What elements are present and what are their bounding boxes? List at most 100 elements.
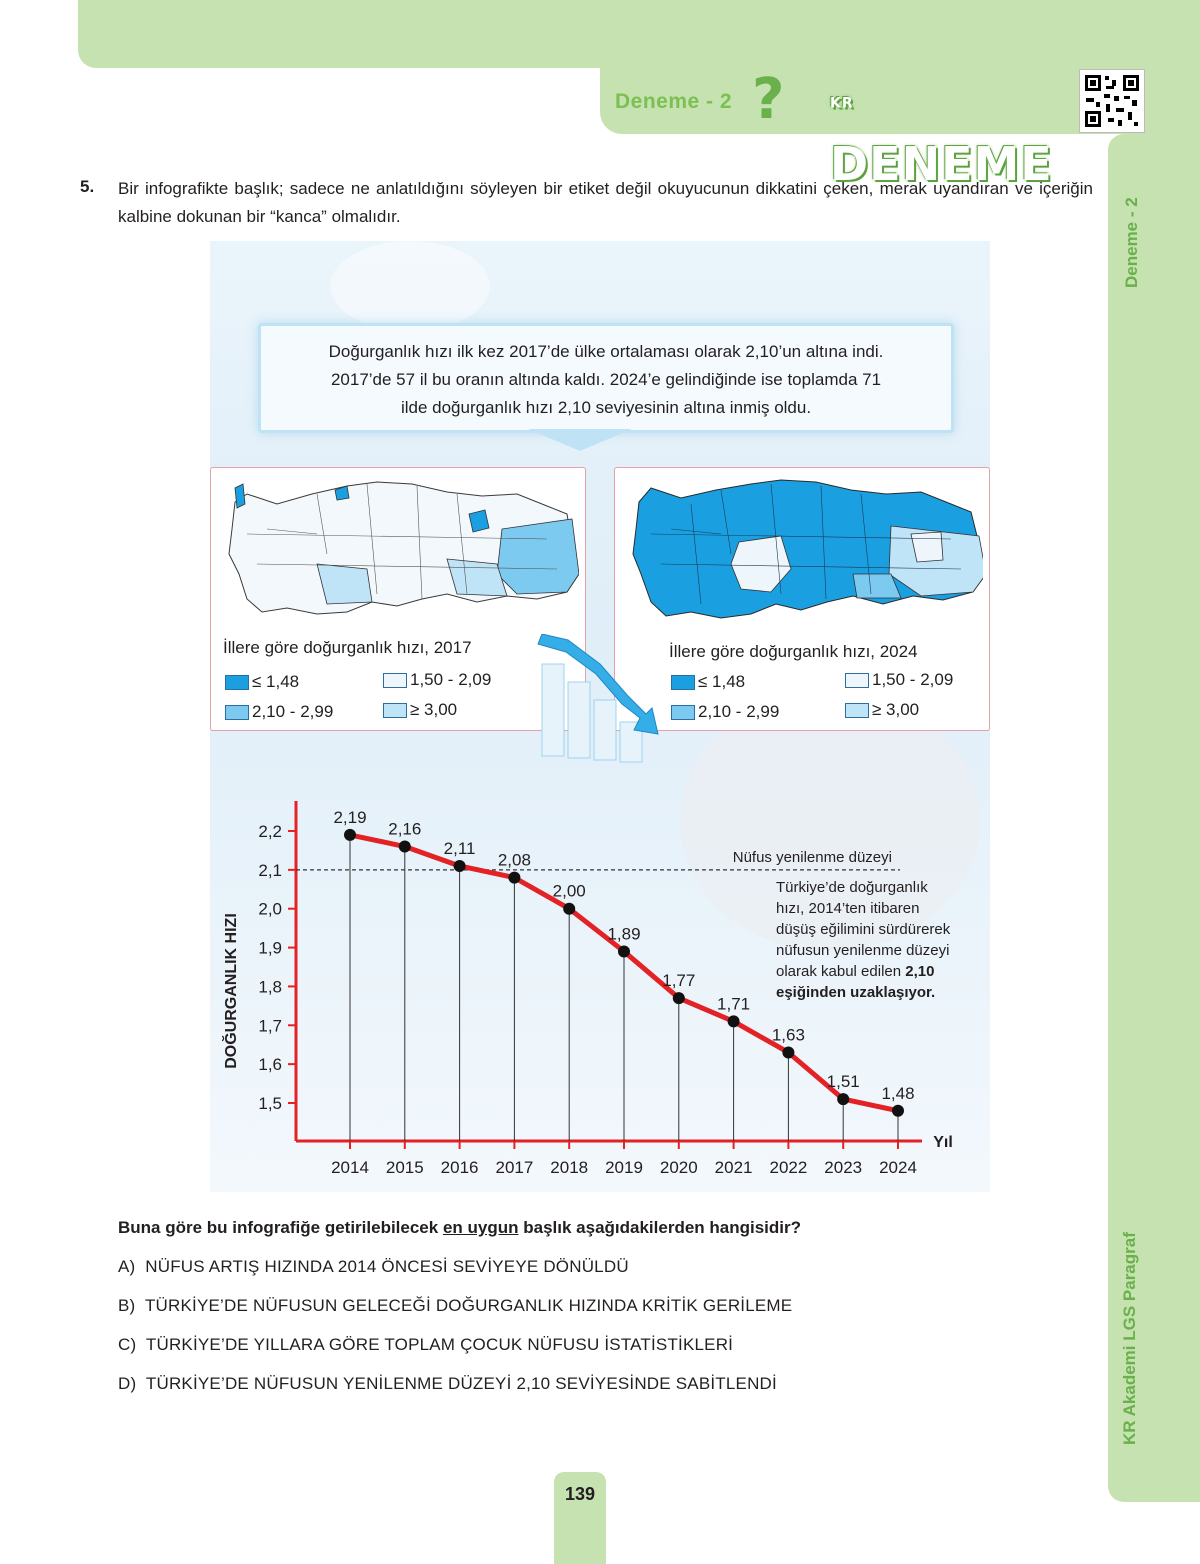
map-title: İllere göre doğurganlık hızı, 2017 [223, 638, 472, 657]
y-tick-label: 1,6 [258, 1055, 282, 1074]
annotation-line: hızı, 2014’ten itibaren [776, 900, 919, 917]
callout-line: Doğurganlık hızı ilk kez 2017’de ülke or… [328, 342, 884, 361]
legend-swatch [671, 704, 695, 720]
x-tick-label: 2018 [550, 1158, 588, 1177]
annotation-line: nüfusun yenilenme düzeyi [776, 942, 949, 959]
qr-code-icon[interactable] [1080, 70, 1144, 132]
brand-small: KR [830, 95, 854, 112]
turkey-map-2024 [632, 479, 983, 619]
callout-line: 2017’de 57 il bu oranın altında kaldı. 2… [330, 370, 882, 389]
question-prompt: Buna göre bu infografiğe getirilebilecek… [118, 1218, 801, 1237]
annotation-line: Türkiye’de doğurganlık [776, 879, 928, 896]
data-point [618, 945, 630, 958]
data-label: 1,77 [662, 971, 695, 990]
legend-item: 2,10 - 2,99 [671, 702, 779, 722]
x-tick-label: 2021 [715, 1158, 753, 1177]
legend-swatch [383, 672, 407, 688]
data-point [398, 840, 411, 853]
x-tick-label: 2024 [879, 1158, 917, 1177]
x-axis-label: Yıl [933, 1134, 953, 1151]
data-point [727, 1015, 740, 1028]
data-point [508, 871, 521, 884]
y-tick-label: 2,2 [258, 822, 282, 841]
y-tick-label: 1,5 [258, 1094, 282, 1113]
legend-item: ≤ 1,48 [225, 672, 299, 692]
brand-logo: KR DENEME [830, 70, 1070, 191]
y-tick-label: 2,0 [258, 900, 282, 919]
legend-item: 1,50 - 2,09 [383, 670, 491, 690]
x-tick-label: 2014 [331, 1158, 369, 1177]
legend-item: 2,10 - 2,99 [225, 702, 333, 722]
annotation-line: düşüş eğilimini sürdürerek [776, 921, 951, 938]
option-d[interactable]: D) TÜRKİYE’DE NÜFUSUN YENİLENME DÜZEYİ 2… [118, 1374, 777, 1393]
header-label: Deneme - 2 [615, 90, 733, 113]
y-axis-label: DOĞURGANLIK HIZI [221, 913, 240, 1069]
x-tick-label: 2020 [660, 1158, 698, 1177]
x-tick-label: 2016 [441, 1158, 479, 1177]
fertility-line-chart: 1,5 1,6 1,7 1,8 1,9 2,0 2,1 2,2 DOĞURGANLIK HIZI… [221, 801, 953, 1177]
callout-tail [528, 429, 632, 451]
page-number: 139 [564, 1484, 596, 1504]
legend-item: ≤ 1,48 [671, 672, 745, 692]
annotation-bold-line: eşiğinden uzaklaşıyor. [776, 984, 935, 1001]
infographic: Doğurganlık hızı ilk kez 2017’de ülke or… [210, 241, 990, 1192]
turkey-map-2017 [228, 481, 579, 615]
data-point [344, 828, 356, 841]
callout-text: Doğurganlık hızı ilk kez 2017’de ülke or… [271, 338, 941, 422]
x-tick-label: 2015 [386, 1158, 424, 1177]
question-number: 5. [80, 177, 95, 196]
data-label: 2,00 [553, 882, 586, 901]
legend-swatch [845, 672, 869, 688]
data-label: 2,16 [388, 820, 421, 839]
legend-item: ≥ 3,00 [383, 700, 457, 720]
top-band [78, 0, 1200, 68]
page-number-tab [554, 1472, 606, 1564]
map-panel-2017: İllere göre doğurganlık hızı, 2017 ≤ 1,4… [210, 467, 586, 731]
legend-swatch [383, 702, 407, 718]
legend-swatch [845, 702, 869, 718]
data-point [782, 1046, 795, 1059]
emphasis-underline: en uygun [442, 1218, 519, 1237]
x-tick-label: 2023 [824, 1158, 862, 1177]
side-band [1108, 134, 1200, 1502]
y-tick-label: 1,9 [258, 939, 282, 958]
brand-text: DENEME [830, 136, 1053, 191]
legend-item: ≥ 3,00 [845, 700, 919, 720]
map-panel-2024: İllere göre doğurganlık hızı, 2024 ≤ 1,4… [614, 467, 990, 731]
data-label: 1,89 [607, 924, 640, 943]
x-tick-label: 2017 [495, 1158, 533, 1177]
declining-bars-icon [537, 634, 659, 763]
data-label: 1,71 [717, 994, 750, 1013]
data-label: 2,19 [333, 808, 366, 827]
option-b[interactable]: B) TÜRKİYE’DE NÜFUSUN GELECEĞİ DOĞURGANL… [118, 1296, 793, 1315]
data-point [837, 1093, 850, 1106]
annotation-line: olarak kabul edilen 2,10 [776, 963, 934, 980]
x-tick-label: 2019 [605, 1158, 643, 1177]
side-top-label: Deneme - 2 [1122, 197, 1141, 288]
data-label: 1,48 [881, 1084, 914, 1103]
legend-swatch [225, 704, 249, 720]
legend-item: 1,50 - 2,09 [845, 670, 953, 690]
data-label: 1,51 [827, 1072, 860, 1091]
callout-box: Doğurganlık hızı ilk kez 2017’de ülke or… [258, 323, 954, 433]
data-label: 1,63 [772, 1025, 805, 1044]
data-point [453, 859, 466, 872]
data-point [563, 902, 576, 915]
legend-swatch [671, 674, 695, 690]
side-bottom-label: KR Akademi LGS Paragraf [1120, 1232, 1139, 1445]
baby-background [680, 691, 980, 951]
data-point [672, 992, 685, 1005]
y-tick-label: 2,1 [258, 861, 282, 880]
option-a[interactable]: A) NÜFUS ARTIŞ HIZINDA 2014 ÖNCESİ SEVİY… [118, 1257, 629, 1276]
callout-line: ilde doğurganlık hızı 2,10 seviyesinin a… [400, 398, 812, 417]
reference-line-label: Nüfus yenilenme düzeyi [733, 849, 892, 866]
y-tick-label: 1,7 [258, 1016, 282, 1035]
question-text: Bir infografikte başlık; sadece ne anlat… [118, 179, 1093, 226]
question-mark-icon: ? [752, 67, 785, 132]
legend-swatch [225, 674, 249, 690]
option-c[interactable]: C) TÜRKİYE’DE YILLARA GÖRE TOPLAM ÇOCUK … [118, 1335, 734, 1354]
y-tick-label: 1,8 [258, 977, 282, 996]
x-tick-label: 2022 [769, 1158, 807, 1177]
data-point [892, 1104, 904, 1117]
map-title: İllere göre doğurganlık hızı, 2024 [669, 642, 918, 661]
